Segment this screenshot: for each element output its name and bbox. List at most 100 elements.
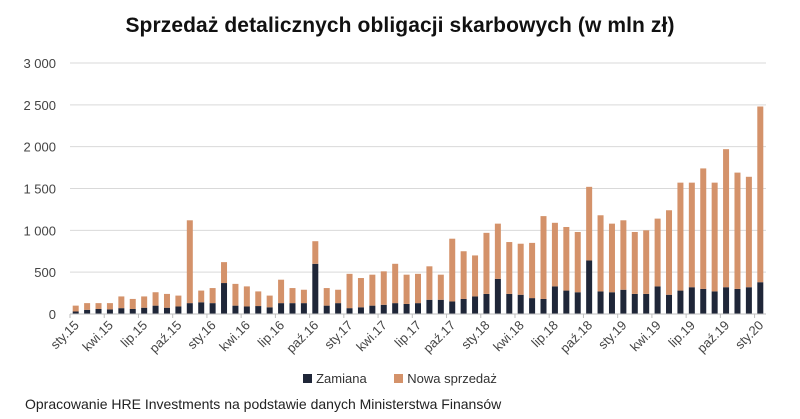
bar-zamiana — [563, 290, 570, 314]
bar-nowa-sprzedaz — [745, 176, 752, 288]
bar-nowa-sprzedaz — [175, 295, 182, 307]
bar-zamiana — [529, 298, 536, 314]
x-tick-label: paź.15 — [146, 318, 184, 356]
bar-nowa-sprzedaz — [494, 223, 501, 279]
bar-zamiana — [472, 296, 479, 314]
bar-zamiana — [323, 305, 330, 314]
bar-nowa-sprzedaz — [437, 274, 444, 300]
y-tick-label: 3 000 — [23, 56, 56, 71]
x-tick-label: sty.19 — [595, 318, 629, 352]
bar-zamiana — [357, 307, 364, 314]
bar-zamiana — [106, 309, 113, 314]
bar-nowa-sprzedaz — [129, 298, 136, 309]
bar-zamiana — [654, 286, 661, 314]
bar-zamiana — [255, 306, 262, 314]
x-tick-label: kwi.15 — [79, 318, 116, 355]
x-tick-label: sty.18 — [458, 318, 492, 352]
bar-nowa-sprzedaz — [540, 216, 547, 299]
bar-nowa-sprzedaz — [255, 291, 262, 307]
bar-zamiana — [118, 308, 125, 314]
legend-item-nowa-sprzedaz: Nowa sprzedaż — [394, 371, 497, 386]
y-tick-label: 1 500 — [23, 182, 56, 197]
bar-zamiana — [631, 293, 638, 314]
bar-zamiana — [95, 308, 102, 314]
bar-nowa-sprzedaz — [278, 279, 285, 304]
x-tick-label: kwi.16 — [216, 318, 253, 355]
bar-nowa-sprzedaz — [723, 149, 730, 288]
bar-nowa-sprzedaz — [608, 223, 615, 293]
bar-nowa-sprzedaz — [517, 243, 524, 295]
bar-nowa-sprzedaz — [163, 293, 170, 308]
bar-nowa-sprzedaz — [209, 288, 216, 304]
bar-zamiana — [677, 290, 684, 314]
bar-nowa-sprzedaz — [483, 232, 490, 294]
bar-zamiana — [72, 311, 79, 314]
legend-item-zamiana: Zamiana — [303, 371, 367, 386]
bar-nowa-sprzedaz — [677, 182, 684, 291]
bar-nowa-sprzedaz — [141, 296, 148, 308]
chart-title: Sprzedaż detalicznych obligacji skarbowy… — [125, 14, 675, 37]
bar-nowa-sprzedaz — [243, 286, 250, 307]
bar-nowa-sprzedaz — [449, 238, 456, 302]
x-tick-label: paź.17 — [420, 318, 458, 356]
x-tick-label: kwi.18 — [490, 318, 527, 355]
bar-zamiana — [643, 293, 650, 314]
x-tick-label: sty.16 — [184, 318, 218, 352]
bar-nowa-sprzedaz — [551, 222, 558, 287]
bar-nowa-sprzedaz — [563, 226, 570, 291]
bar-zamiana — [221, 283, 228, 314]
bar-zamiana — [666, 294, 673, 314]
x-tick-label: paź.18 — [557, 318, 595, 356]
bar-zamiana — [186, 303, 193, 314]
bar-zamiana — [517, 294, 524, 314]
y-axis-labels: 0 500 1 000 1 500 2 000 2 500 3 000 — [23, 56, 56, 322]
x-tick-label: sty.17 — [321, 318, 355, 352]
x-tick-label: sty.20 — [732, 318, 766, 352]
bar-nowa-sprzedaz — [506, 242, 513, 294]
bar-zamiana — [745, 287, 752, 314]
bar-zamiana — [266, 307, 273, 314]
bar-nowa-sprzedaz — [700, 168, 707, 289]
bar-nowa-sprzedaz — [403, 274, 410, 304]
bar-zamiana — [711, 291, 718, 314]
bar-nowa-sprzedaz — [757, 106, 764, 283]
x-tick-label: paź.16 — [283, 318, 321, 356]
bar-zamiana — [141, 307, 148, 314]
bar-zamiana — [426, 299, 433, 314]
bar-nowa-sprzedaz — [335, 289, 342, 304]
bar-zamiana — [608, 292, 615, 314]
bar-nowa-sprzedaz — [346, 273, 353, 309]
source-note: Opracowanie HRE Investments na podstawie… — [25, 396, 502, 412]
x-tick-label: kwi.19 — [627, 318, 664, 355]
bar-nowa-sprzedaz — [643, 230, 650, 294]
bar-nowa-sprzedaz — [392, 263, 399, 304]
bar-nowa-sprzedaz — [221, 262, 228, 284]
bar-zamiana — [540, 298, 547, 314]
bar-zamiana — [403, 303, 410, 314]
bar-zamiana — [460, 298, 467, 314]
bar-zamiana — [723, 287, 730, 314]
bar-nowa-sprzedaz — [734, 172, 741, 289]
bar-zamiana — [620, 289, 627, 314]
bar-nowa-sprzedaz — [620, 220, 627, 290]
bar-zamiana — [300, 303, 307, 314]
bar-nowa-sprzedaz — [711, 182, 718, 292]
bar-nowa-sprzedaz — [232, 283, 239, 306]
bar-nowa-sprzedaz — [574, 232, 581, 293]
bar-zamiana — [289, 303, 296, 314]
gridlines — [70, 62, 766, 273]
bar-nowa-sprzedaz — [369, 274, 376, 306]
bar-nowa-sprzedaz — [106, 303, 113, 310]
bar-zamiana — [551, 286, 558, 314]
bar-zamiana — [163, 307, 170, 314]
bar-nowa-sprzedaz — [152, 292, 159, 306]
bar-nowa-sprzedaz — [95, 303, 102, 309]
bar-zamiana — [437, 299, 444, 314]
bar-zamiana — [586, 260, 593, 314]
x-tick-label: paź.19 — [694, 318, 732, 356]
bar-zamiana — [369, 305, 376, 314]
bar-nowa-sprzedaz — [198, 290, 205, 303]
bar-zamiana — [392, 303, 399, 314]
bar-zamiana — [129, 308, 136, 314]
